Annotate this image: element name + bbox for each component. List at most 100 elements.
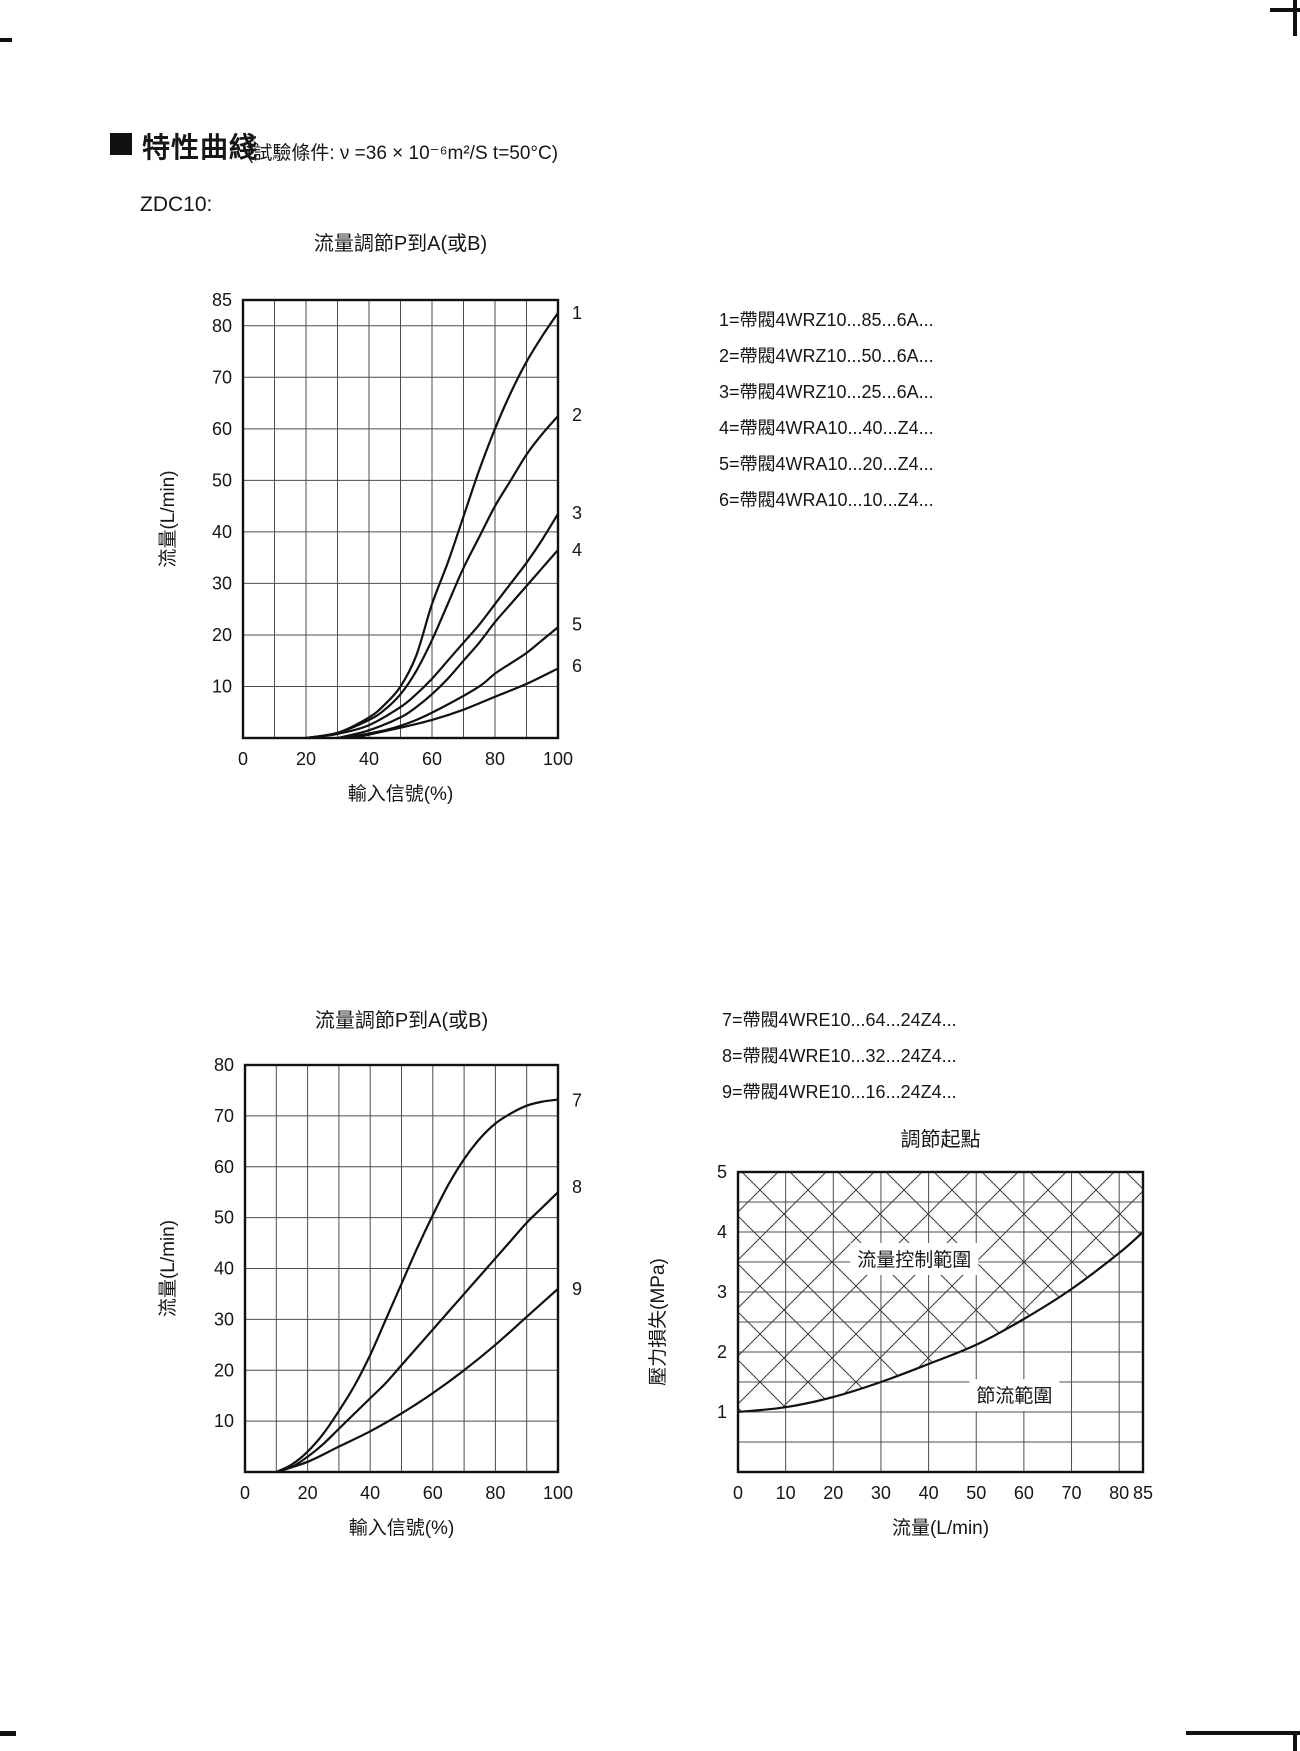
svg-text:30: 30 xyxy=(871,1483,891,1503)
crop-mark-top-right-h xyxy=(1270,8,1300,12)
svg-text:輸入信號(%): 輸入信號(%) xyxy=(349,1517,455,1539)
svg-text:100: 100 xyxy=(543,1483,573,1503)
legend-item: 4=帶閥4WRA10...40...Z4... xyxy=(719,418,934,438)
svg-text:流量調節P到A(或B): 流量調節P到A(或B) xyxy=(315,1009,488,1032)
chart-svg: 0 20 40 60 80 100 80 70 60 50 40 30 20 10 流量調節P到A(或B) 輸… xyxy=(157,1009,582,1539)
svg-text:流量(L/min): 流量(L/min) xyxy=(892,1517,989,1539)
svg-text:4: 4 xyxy=(717,1222,727,1242)
crop-mark-bottom-right-h xyxy=(1186,1731,1300,1735)
svg-text:50: 50 xyxy=(966,1483,986,1503)
svg-text:40: 40 xyxy=(360,1483,380,1503)
legend-item: 5=帶閥4WRA10...20...Z4... xyxy=(719,454,934,474)
svg-text:調節起點: 調節起點 xyxy=(901,1128,981,1151)
svg-text:9: 9 xyxy=(572,1279,582,1299)
curve-8 xyxy=(275,1191,559,1474)
hatched-region xyxy=(738,1172,1143,1412)
curve-4 xyxy=(337,549,559,740)
flow-vs-signal-chart-1: 0 20 40 60 80 100 85 80 70 60 50 40 30 20 10 流量調節P到A(或B… xyxy=(150,228,630,818)
svg-text:輸入信號(%): 輸入信號(%) xyxy=(348,783,454,805)
legend-item: 1=帶閥4WRZ10...85...6A... xyxy=(719,310,934,330)
svg-text:50: 50 xyxy=(214,1208,234,1228)
svg-text:7: 7 xyxy=(572,1091,582,1111)
svg-text:50: 50 xyxy=(212,470,232,490)
legend-item: 6=帶閥4WRA10...10...Z4... xyxy=(719,490,934,510)
svg-text:3: 3 xyxy=(717,1282,727,1302)
svg-text:20: 20 xyxy=(823,1483,843,1503)
svg-text:30: 30 xyxy=(214,1309,234,1329)
curve-1 xyxy=(305,312,559,740)
curve-調節起點邊界 xyxy=(737,1231,1144,1414)
svg-text:10: 10 xyxy=(214,1411,234,1431)
svg-text:0: 0 xyxy=(240,1483,250,1503)
svg-text:40: 40 xyxy=(212,522,232,542)
chart-svg: 0 20 40 60 80 100 85 80 70 60 50 40 30 20 10 流量調節P到A(或B… xyxy=(157,232,582,805)
svg-text:流量調節P到A(或B): 流量調節P到A(或B) xyxy=(314,232,487,255)
svg-text:80: 80 xyxy=(485,749,505,769)
svg-text:1: 1 xyxy=(572,303,582,323)
svg-text:60: 60 xyxy=(214,1157,234,1177)
svg-text:20: 20 xyxy=(212,625,232,645)
pressure-loss-vs-flow-chart: 流量控制範圍 節流範圍 0 10 20 30 40 50 60 70 80 85 5 4 3 2 1 調節起點 流量… xyxy=(640,1118,1220,1548)
svg-text:0: 0 xyxy=(733,1483,743,1503)
svg-text:2: 2 xyxy=(572,405,582,425)
legend-item: 2=帶閥4WRZ10...50...6A... xyxy=(719,346,934,366)
crop-mark-top-right-v xyxy=(1293,0,1297,36)
page-title: 特性曲綫 xyxy=(142,132,259,163)
svg-text:10: 10 xyxy=(212,676,232,696)
svg-text:70: 70 xyxy=(1062,1483,1082,1503)
curve-2 xyxy=(305,415,559,740)
svg-text:流量(L/min): 流量(L/min) xyxy=(157,470,179,567)
crop-mark-bottom-left xyxy=(0,1731,16,1736)
legend-item: 9=帶閥4WRE10...16...24Z4... xyxy=(722,1082,957,1102)
svg-text:4: 4 xyxy=(572,540,582,560)
svg-text:1: 1 xyxy=(717,1402,727,1422)
svg-text:20: 20 xyxy=(298,1483,318,1503)
svg-text:5: 5 xyxy=(717,1162,727,1182)
svg-text:80: 80 xyxy=(1109,1483,1129,1503)
curve-3 xyxy=(305,513,559,740)
svg-text:10: 10 xyxy=(776,1483,796,1503)
legend-curves-1-6: 1=帶閥4WRZ10...85...6A... 2=帶閥4WRZ10...50.… xyxy=(719,302,934,518)
svg-text:壓力損失(MPa): 壓力損失(MPa) xyxy=(647,1258,669,1386)
curve-7 xyxy=(275,1098,559,1473)
svg-text:40: 40 xyxy=(359,749,379,769)
svg-text:60: 60 xyxy=(423,1483,443,1503)
model-label: ZDC10: xyxy=(140,193,213,216)
svg-text:30: 30 xyxy=(212,573,232,593)
crop-mark-top-left xyxy=(0,38,12,42)
curve-6 xyxy=(353,667,559,740)
svg-text:60: 60 xyxy=(422,749,442,769)
crop-mark-bottom-right-v xyxy=(1293,1731,1297,1751)
svg-text:80: 80 xyxy=(212,316,232,336)
svg-text:3: 3 xyxy=(572,503,582,523)
legend-item: 8=帶閥4WRE10...32...24Z4... xyxy=(722,1046,957,1066)
curve-9 xyxy=(275,1288,559,1474)
annotation-box xyxy=(850,1243,979,1275)
svg-text:80: 80 xyxy=(485,1483,505,1503)
svg-text:40: 40 xyxy=(214,1259,234,1279)
test-condition-text: (試驗條件: ν =36 × 10⁻⁶m²/S t=50°C) xyxy=(247,143,559,164)
svg-text:流量(L/min): 流量(L/min) xyxy=(157,1220,179,1317)
svg-text:70: 70 xyxy=(214,1106,234,1126)
svg-text:85: 85 xyxy=(212,290,232,310)
curve-5 xyxy=(343,626,559,740)
svg-text:節流範圍: 節流範圍 xyxy=(976,1385,1052,1407)
svg-text:60: 60 xyxy=(212,419,232,439)
svg-text:80: 80 xyxy=(214,1055,234,1075)
legend-item: 3=帶閥4WRZ10...25...6A... xyxy=(719,382,934,402)
svg-text:60: 60 xyxy=(1014,1483,1034,1503)
svg-text:5: 5 xyxy=(572,615,582,635)
svg-text:70: 70 xyxy=(212,367,232,387)
svg-text:85: 85 xyxy=(1133,1483,1153,1503)
flow-vs-signal-chart-2: 0 20 40 60 80 100 80 70 60 50 40 30 20 10 流量調節P到A(或B) 輸… xyxy=(150,985,630,1555)
annotation-box xyxy=(969,1379,1060,1412)
svg-text:20: 20 xyxy=(214,1360,234,1380)
svg-text:8: 8 xyxy=(572,1177,582,1197)
svg-text:6: 6 xyxy=(572,656,582,676)
legend-item: 7=帶閥4WRE10...64...24Z4... xyxy=(722,1010,957,1030)
svg-text:2: 2 xyxy=(717,1342,727,1362)
svg-text:40: 40 xyxy=(919,1483,939,1503)
legend-curves-7-9: 7=帶閥4WRE10...64...24Z4... 8=帶閥4WRE10...3… xyxy=(722,1002,957,1110)
